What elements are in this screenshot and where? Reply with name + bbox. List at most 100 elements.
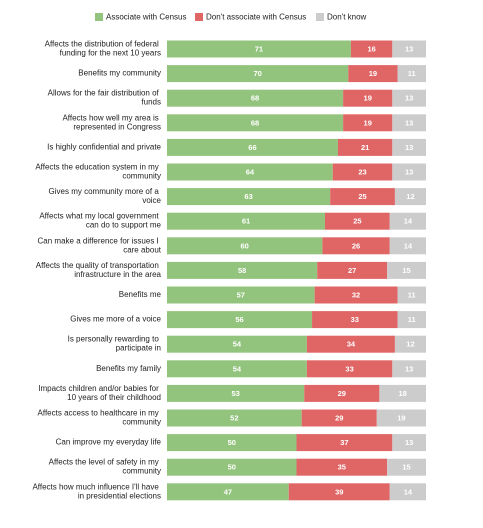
bar-segment: [392, 89, 426, 107]
data-label: 58: [238, 266, 246, 275]
label-line: represented in Congress: [73, 122, 161, 131]
data-label: 13: [405, 143, 413, 152]
bar-segment: [167, 434, 297, 452]
data-label: 57: [237, 290, 245, 299]
bar-segment: [167, 65, 349, 83]
bar-segment: [296, 458, 388, 476]
data-label: 25: [358, 192, 366, 201]
data-label: 13: [405, 364, 413, 373]
bar-segment: [167, 335, 307, 353]
label-line: care about: [123, 245, 162, 254]
bar-segment: [348, 65, 398, 83]
bar-segment: [167, 458, 297, 476]
label-line: Is personally rewarding to: [68, 335, 161, 344]
bar-segment: [343, 89, 393, 107]
data-label: 19: [364, 94, 372, 103]
bar-segment: [314, 286, 398, 304]
bar-segment: [312, 311, 398, 329]
data-label: 25: [353, 217, 361, 226]
data-label: 12: [406, 192, 414, 201]
data-label: 32: [352, 290, 360, 299]
data-label: 34: [347, 340, 356, 349]
data-label: 23: [358, 167, 366, 176]
legend-label: Don't know: [327, 13, 367, 22]
data-label: 15: [402, 266, 410, 275]
data-label: 19: [364, 118, 372, 127]
data-label: 35: [338, 463, 346, 472]
data-label: 19: [369, 69, 377, 78]
bar-segment: [306, 360, 393, 378]
data-label: 18: [399, 389, 407, 398]
data-label: 11: [408, 290, 416, 299]
category-label: Affects the level of safety in my commun…: [49, 458, 161, 476]
bar-segment: [167, 89, 344, 107]
category-label: Affects the distribution of federal fund…: [45, 40, 161, 58]
bar-segment: [397, 286, 426, 304]
legend-label: Associate with Census: [106, 13, 186, 22]
bar-segment: [394, 188, 426, 206]
bar-segment: [167, 261, 318, 279]
data-label: 13: [405, 118, 413, 127]
legend-swatch: [95, 13, 103, 21]
bar-segment: [167, 237, 323, 255]
bar-segment: [167, 483, 289, 501]
bar-segment: [304, 384, 380, 402]
label-line: infrastructure in the area: [74, 270, 161, 279]
label-line: community: [122, 418, 161, 427]
bar-segment: [389, 212, 426, 230]
category-label: Allows for the fair distribution of fund…: [48, 89, 161, 107]
data-label: 13: [405, 44, 413, 53]
category-label: Affects how much influence I'll have in …: [32, 482, 161, 500]
bar-segment: [389, 483, 426, 501]
data-label: 54: [233, 340, 242, 349]
data-label: 47: [224, 487, 232, 496]
data-label: 14: [404, 217, 413, 226]
bar-segment: [330, 188, 395, 206]
data-label: 68: [251, 94, 259, 103]
bar-segment: [392, 434, 426, 452]
label-line: community: [122, 467, 161, 476]
label-line: 10 years of their childhood: [67, 393, 161, 402]
category-label: Is personally rewarding to participate i…: [68, 335, 161, 353]
bar-segment: [379, 384, 426, 402]
data-label: 11: [408, 69, 416, 78]
bar-segment: [322, 237, 390, 255]
bar-segment: [288, 483, 390, 501]
data-label: 52: [230, 413, 238, 422]
legend-swatch: [195, 13, 203, 21]
bar-segment: [167, 360, 307, 378]
category-label: Affects the quality of transportation in…: [36, 261, 162, 279]
data-label: 19: [397, 413, 405, 422]
category-label: Benefits my family: [96, 364, 161, 373]
bar-segment: [337, 138, 393, 156]
label-line: Allows for the fair distribution of: [48, 89, 161, 98]
bar-segment: [332, 163, 393, 181]
bar-segment: [324, 212, 390, 230]
bar-segment: [167, 163, 333, 181]
legend-label: Don't associate with Census: [206, 13, 306, 22]
data-label: 15: [402, 463, 410, 472]
bar-segment: [376, 409, 426, 427]
bar-segment: [167, 409, 302, 427]
bar-segment: [167, 384, 305, 402]
label-line: Affects the distribution of federal: [45, 40, 161, 49]
label-line: in presidential elections: [78, 491, 161, 500]
data-label: 13: [405, 94, 413, 103]
bar-segment: [167, 114, 344, 132]
label-line: Affects the level of safety in my: [49, 458, 161, 467]
bar-segment: [296, 434, 393, 452]
category-label: Affects access to healthcare in my commu…: [38, 409, 161, 427]
category-label: Affects the education system in my commu…: [35, 163, 161, 181]
data-label: 37: [340, 438, 348, 447]
label-line: Affects what my local government: [39, 212, 161, 221]
data-label: 60: [241, 241, 249, 250]
bar-segment: [301, 409, 377, 427]
data-label: 71: [255, 44, 263, 53]
label-line: can do to support me: [86, 221, 162, 230]
data-label: 70: [253, 69, 261, 78]
label-line: participate in: [116, 344, 161, 353]
data-label: 66: [248, 143, 256, 152]
data-label: 29: [338, 389, 346, 398]
data-label: 13: [405, 167, 413, 176]
